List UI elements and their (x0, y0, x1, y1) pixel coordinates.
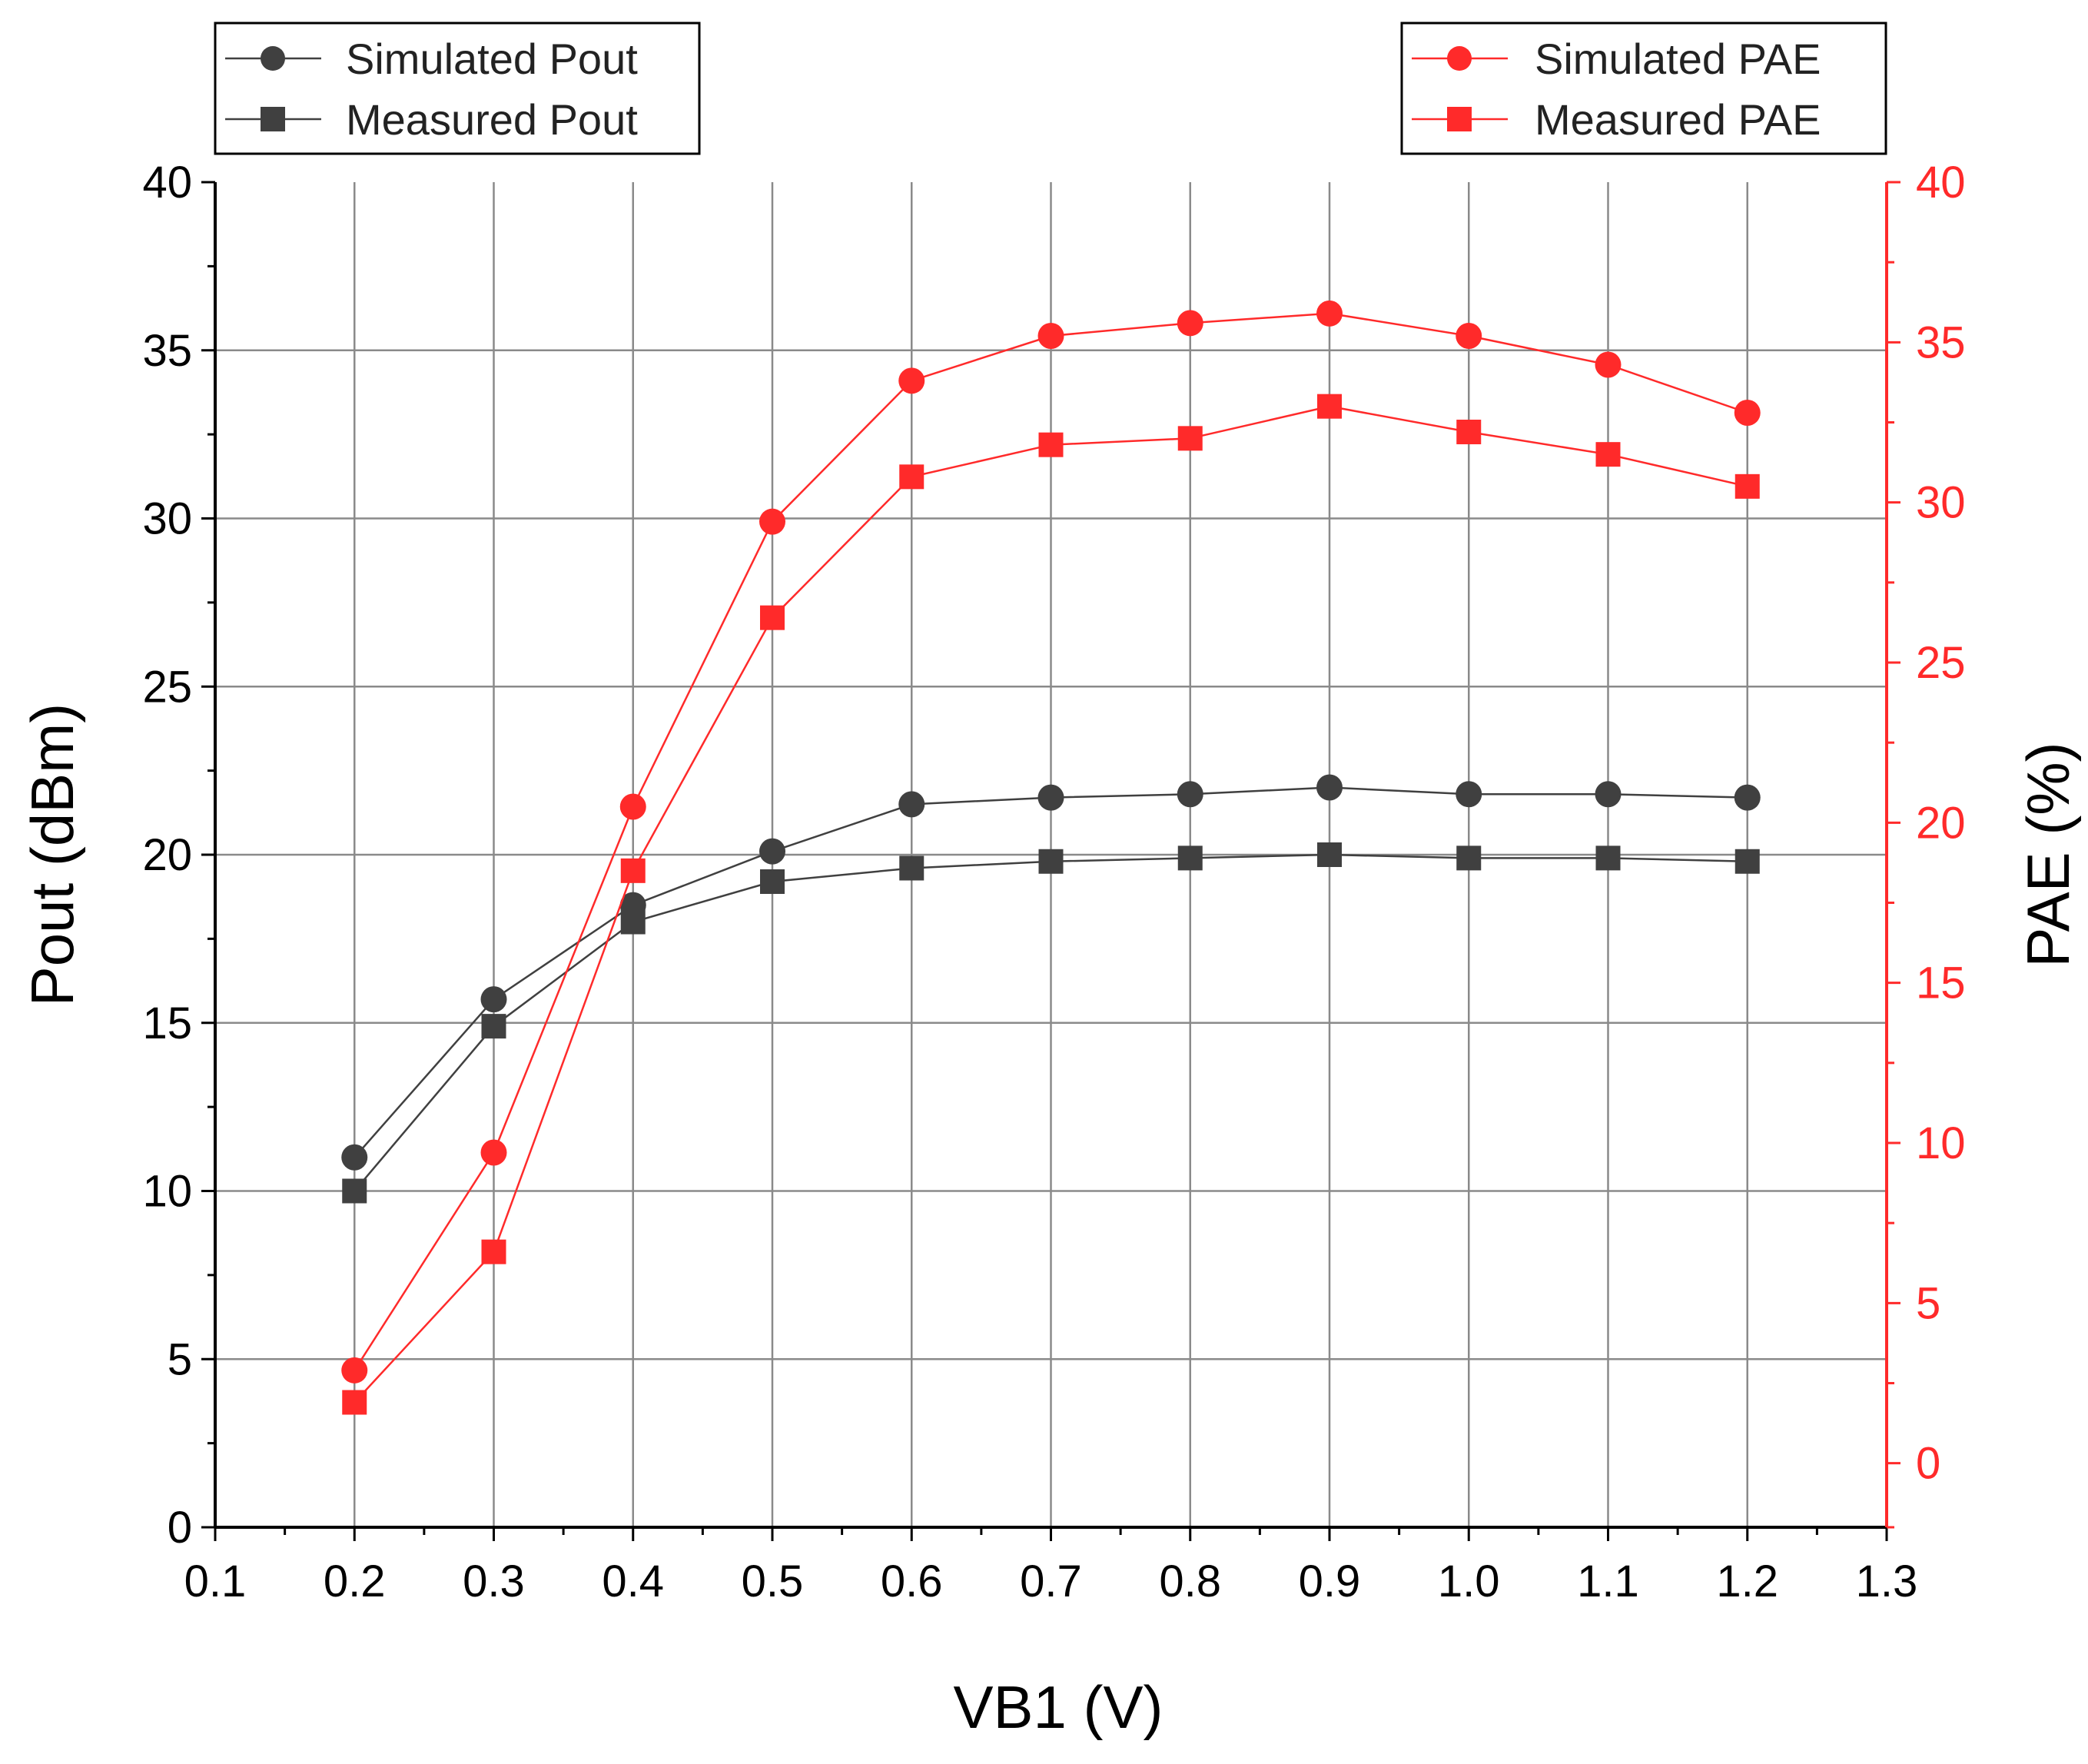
simulated-pout-point (898, 791, 925, 818)
y-left-tick-label: 10 (142, 1167, 192, 1217)
y-right-tick-label: 15 (1916, 958, 1966, 1008)
legend-meas-pae-label: Measured PAE (1535, 95, 1821, 144)
y-right-tick-label: 35 (1916, 317, 1966, 367)
simulated-pae-point (619, 793, 646, 820)
measured-pae-point (1595, 442, 1621, 467)
legend-right: Simulated PAE Measured PAE (1400, 22, 1887, 155)
y-left-tick-label: 15 (142, 998, 192, 1048)
measured-pout-point (342, 1178, 367, 1204)
simulated-pae-point (759, 508, 785, 535)
measured-pout-point (760, 869, 785, 894)
simulated-pae-point (341, 1357, 368, 1384)
legend-left-frame (214, 22, 701, 155)
simulated-pout-point (1177, 781, 1203, 808)
x-tick-label: 1.1 (1577, 1556, 1639, 1606)
y-right-tick-label: 20 (1916, 798, 1966, 848)
measured-pout-point (1734, 849, 1760, 874)
series-simulated-pout (341, 774, 1761, 1171)
y-right-tick-label: 30 (1916, 478, 1966, 528)
simulated-pout-point (1316, 774, 1343, 801)
y-left-tick-label: 0 (168, 1503, 192, 1553)
legend-sim-pae-label: Simulated PAE (1535, 35, 1821, 83)
simulated-pout-point (341, 1144, 368, 1171)
y-left-axis-title: Pout (dBm) (18, 703, 86, 1006)
x-tick-label: 0.3 (463, 1556, 525, 1606)
simulated-pout-point (1734, 784, 1761, 811)
measured-pae-point (1734, 473, 1760, 499)
x-tick-label: 0.1 (184, 1556, 247, 1606)
legend-meas-pout-marker (261, 107, 285, 131)
series (341, 300, 1761, 1415)
x-tick-label: 0.7 (1020, 1556, 1082, 1606)
legend-left: Simulated Pout Measured Pout (214, 22, 701, 155)
simulated-pae-point (1316, 300, 1343, 327)
x-tick-label: 1.3 (1856, 1556, 1918, 1606)
y-right-tick-label: 40 (1916, 158, 1966, 208)
simulated-pae-point (1734, 400, 1761, 426)
y-right-tick-label: 0 (1916, 1439, 1940, 1489)
simulated-pae-point (1037, 323, 1064, 349)
measured-pout-point (1595, 845, 1621, 871)
measured-pae-point (481, 1239, 506, 1264)
measured-pae-point (620, 858, 646, 883)
y-right-axis-title: PAE (%) (2014, 742, 2082, 967)
measured-pae-point (899, 464, 924, 490)
x-tick-label: 0.8 (1159, 1556, 1221, 1606)
simulated-pae-point (1595, 351, 1622, 378)
measured-pae-point (1177, 426, 1203, 451)
x-tick-label: 0.2 (324, 1556, 386, 1606)
axes: 0.1 0.2 0.3 0.4 0.5 0.6 0.7 0.8 0.9 1.0 1.1 1.2 1.3 0… (142, 158, 1965, 1606)
x-tick-label: 0.9 (1299, 1556, 1361, 1606)
legend-sim-pout-marker (261, 46, 285, 71)
y-left-tick-label: 20 (142, 830, 192, 880)
legend-right-frame (1400, 22, 1887, 155)
x-tick-label: 0.5 (742, 1556, 804, 1606)
legend-meas-pout-label: Measured Pout (346, 95, 638, 144)
x-tick-label: 1.2 (1716, 1556, 1778, 1606)
simulated-pae-point (480, 1139, 507, 1166)
measured-pout-point (620, 909, 646, 935)
series-measured-pout (342, 842, 1760, 1204)
measured-pout-point (1177, 845, 1203, 871)
simulated-pout-point (1456, 781, 1482, 808)
simulated-pae-point (1177, 310, 1203, 337)
simulated-pout-point (1595, 781, 1622, 808)
series-measured-pae (342, 394, 1760, 1415)
x-tick-label: 1.0 (1438, 1556, 1500, 1606)
y-left-tick-label: 35 (142, 326, 192, 376)
y-left-tick-label: 30 (142, 494, 192, 544)
x-axis-title: VB1 (V) (953, 1673, 1163, 1741)
measured-pae-point (760, 605, 785, 630)
simulated-pae-point (898, 367, 925, 394)
legend-sim-pae-marker (1447, 46, 1472, 71)
x-tick-label: 0.4 (602, 1556, 664, 1606)
simulated-pae-point (1456, 323, 1482, 349)
measured-pout-point (481, 1014, 506, 1039)
legend-meas-pae-marker (1447, 107, 1472, 131)
measured-pout-point (1456, 845, 1482, 871)
y-right-tick-label: 5 (1916, 1278, 1940, 1328)
simulated-pout-point (1037, 784, 1064, 811)
y-left-tick-label: 5 (168, 1334, 192, 1384)
measured-pout-point (1038, 849, 1064, 874)
measured-pae-point (1456, 420, 1482, 444)
simulated-pout-point (759, 838, 785, 865)
series-simulated-pae (341, 300, 1761, 1384)
measured-pae-point (1038, 432, 1064, 457)
x-tick-label: 0.6 (881, 1556, 943, 1606)
measured-pout-point (899, 855, 924, 881)
y-left-tick-label: 25 (142, 662, 192, 712)
y-right-tick-label: 10 (1916, 1118, 1966, 1168)
y-right-tick-label: 25 (1916, 638, 1966, 688)
legend-sim-pout-label: Simulated Pout (346, 35, 638, 83)
measured-pae-point (342, 1390, 367, 1415)
y-left-tick-label: 40 (142, 158, 192, 208)
measured-pae-point (1317, 394, 1342, 419)
simulated-pout-point (480, 986, 507, 1013)
measured-pout-point (1317, 842, 1342, 867)
